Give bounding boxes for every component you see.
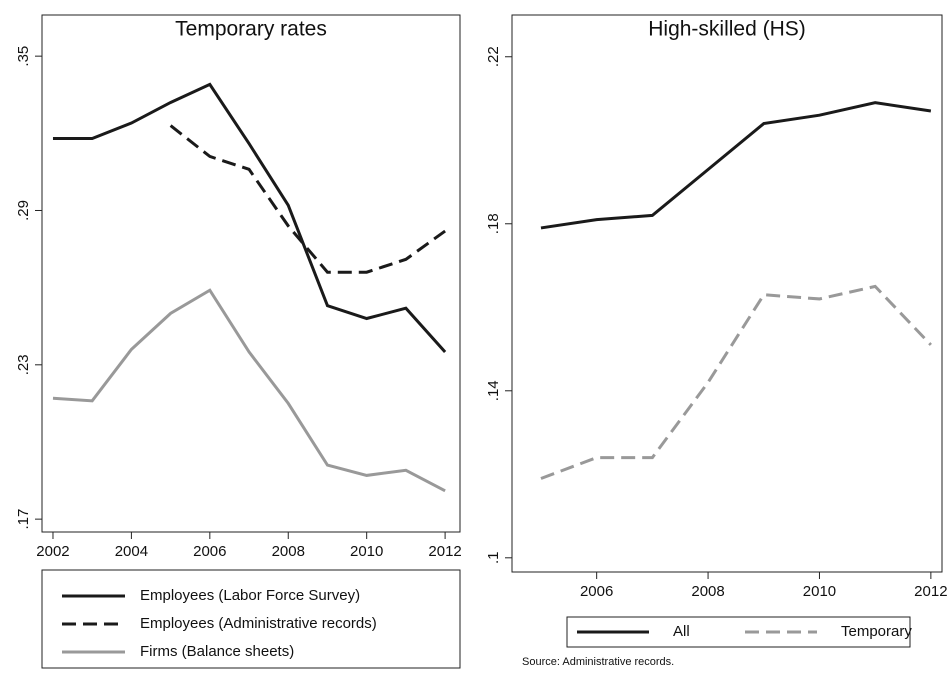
series-line [540,284,932,480]
series-line [52,288,446,493]
x-tick-label: 2004 [115,543,148,560]
legend-label: Employees (Administrative records) [140,615,377,632]
x-tick-label: 2008 [691,583,724,600]
x-tick-label: 2012 [914,583,947,600]
legend-label: Temporary [841,623,912,640]
x-tick-label: 2008 [272,543,305,560]
y-tick-label: .14 [485,380,502,401]
series-line [540,101,932,230]
legend-label: All [673,623,690,640]
y-tick-label: .23 [15,354,32,375]
chart-title: Temporary rates [175,18,327,41]
legend-box [41,569,461,669]
series-line [169,124,446,274]
legend-label: Firms (Balance sheets) [140,643,294,660]
x-tick-label: 2006 [193,543,226,560]
legend-box [566,616,911,648]
y-tick-label: .22 [485,46,502,67]
plot-frame [511,14,943,573]
chart-title: High-skilled (HS) [648,18,806,41]
y-tick-label: .29 [15,200,32,221]
series-line [52,82,447,353]
legend-label: Employees (Labor Force Survey) [140,587,360,604]
x-tick-label: 2012 [428,543,461,560]
y-tick-label: .18 [485,213,502,234]
x-tick-label: 2006 [580,583,613,600]
y-tick-label: .1 [485,552,502,565]
y-tick-label: .17 [15,509,32,530]
x-tick-label: 2002 [36,543,69,560]
x-tick-label: 2010 [350,543,383,560]
y-tick-label: .35 [15,46,32,67]
x-tick-label: 2010 [803,583,836,600]
source-note: Source: Administrative records. [522,656,674,668]
plot-frame [41,14,461,533]
